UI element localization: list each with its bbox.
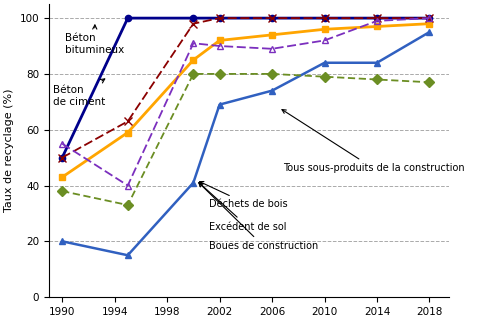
Text: Déchets de bois: Déchets de bois [200, 181, 288, 210]
Text: Béton
de ciment: Béton de ciment [53, 79, 105, 107]
Y-axis label: Taux de recyclage (%): Taux de recyclage (%) [4, 89, 14, 213]
Text: Tous sous-produits de la construction: Tous sous-produits de la construction [282, 109, 464, 173]
Text: Excédent de sol: Excédent de sol [199, 183, 287, 232]
Text: Béton
bitumineux: Béton bitumineux [65, 25, 124, 55]
Text: Boues de construction: Boues de construction [199, 183, 318, 251]
